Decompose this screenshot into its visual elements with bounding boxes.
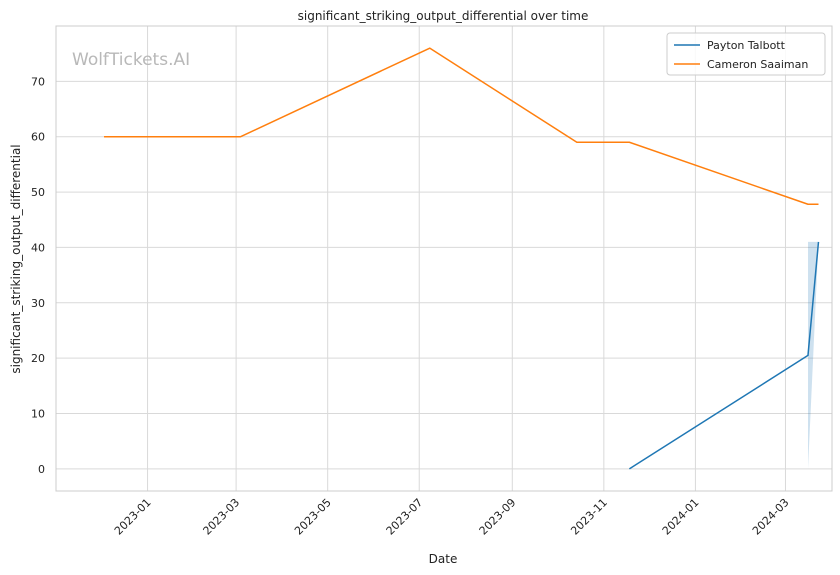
legend-box	[666, 32, 826, 76]
confidence-band	[807, 241, 819, 469]
y-axis-label: significant_striking_output_differential	[9, 144, 23, 373]
x-tick-label: 2024-03	[750, 496, 792, 538]
legend-label-payton-talbott: Payton Talbott	[707, 39, 786, 52]
series-line-1	[104, 47, 819, 205]
y-tick-label: 20	[31, 352, 45, 365]
series-line-0	[628, 241, 820, 470]
series-lines	[104, 47, 820, 470]
x-tick-label: 2023-07	[384, 496, 426, 538]
y-tick-label: 10	[31, 408, 45, 421]
x-tick-label: 2023-01	[112, 496, 154, 538]
watermark: WolfTickets.AI	[72, 50, 190, 70]
legend: Payton Talbott Cameron Saaiman	[666, 32, 826, 76]
x-tick-label: 2023-09	[477, 496, 519, 538]
x-tick-label: 2023-11	[568, 496, 610, 538]
y-tick-label: 30	[31, 297, 45, 310]
grid	[56, 26, 832, 491]
y-tick-label: 50	[31, 186, 45, 199]
y-tick-label: 40	[31, 241, 45, 254]
legend-label-cameron-saaiman: Cameron Saaiman	[707, 58, 808, 71]
chart-title: significant_striking_output_differential…	[298, 9, 589, 23]
x-tick-label: 2023-03	[201, 496, 243, 538]
plot-frame	[55, 25, 833, 492]
tick-labels: 0 10 20 30 40 50 60 70 2023-01 2023-03 2023-05 2023…	[31, 75, 792, 537]
confidence-band-0	[807, 241, 819, 469]
x-tick-label: 2024-01	[660, 496, 702, 538]
y-tick-label: 0	[38, 463, 45, 476]
y-tick-label: 70	[31, 75, 45, 88]
x-axis-label: Date	[429, 552, 458, 566]
y-tick-label: 60	[31, 131, 45, 144]
x-tick-label: 2023-05	[292, 496, 334, 538]
